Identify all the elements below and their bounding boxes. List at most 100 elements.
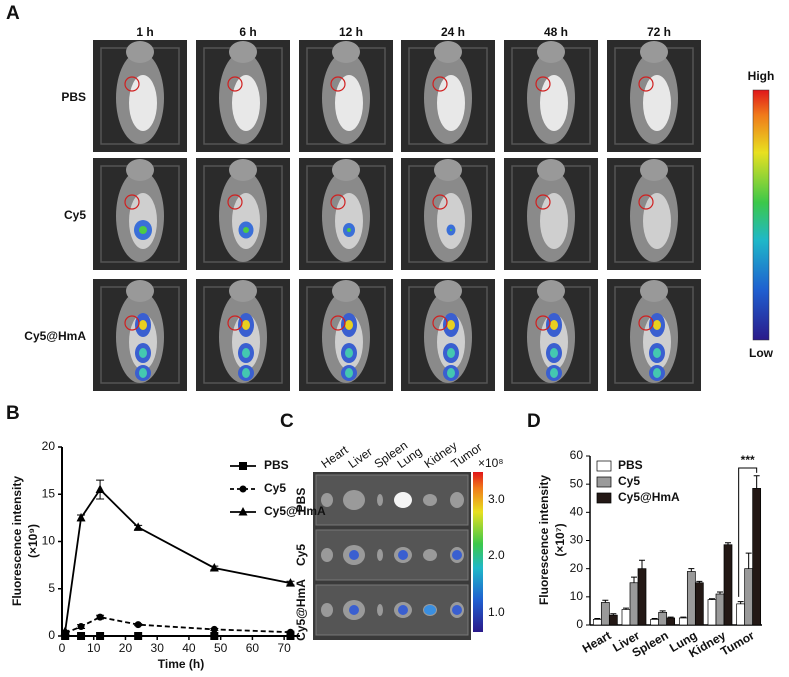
bar [744,568,754,626]
x-tick-label: 40 [182,641,196,655]
signal [398,605,408,615]
mouse-image [93,40,187,152]
mouse-image [607,40,701,152]
legend-label: Cy5 [618,474,640,488]
mouse-head [434,280,462,302]
tumor-mark [432,194,448,210]
organ-header: Liver [346,445,375,471]
mouse-head [126,159,154,181]
signal [424,605,436,615]
mouse-image [196,279,290,391]
signal [398,550,408,560]
row-label: Cy5@HmA [294,579,308,641]
organ [321,548,333,562]
mouse-head [640,159,668,181]
bar [752,488,762,626]
signal [139,320,147,330]
error-bar [639,559,645,569]
signal [452,550,462,560]
mouse-head [332,41,360,63]
panel-label: B [6,403,20,424]
legend-label: Cy5@HmA [264,504,326,518]
bar [715,593,725,626]
x-tick-label: 30 [151,641,165,655]
error-bar [753,475,760,489]
mouse-head [126,280,154,302]
mouse-belly [540,193,568,249]
bar [736,603,746,626]
legend-label: Cy5@HmA [618,490,680,504]
series-line [64,616,291,634]
signal [447,368,455,378]
mouse-head [229,41,257,63]
mouse-image [93,279,187,391]
tumor-mark [124,194,140,210]
bar [600,602,610,626]
organ [343,490,365,510]
y-tick-label: 20 [42,439,56,453]
legend-swatch [596,492,612,504]
mouse-head [434,159,462,181]
error-bar [737,601,744,604]
bar [658,611,668,626]
colorbar [752,89,770,341]
organ [377,604,383,616]
tumor-mark [432,315,448,331]
mouse-image [196,158,290,270]
panel-label: D [527,411,541,432]
mouse-belly [335,75,363,131]
bar [650,619,660,626]
mouse-head [640,280,668,302]
y-tick-label: 20 [570,561,584,575]
marker [286,628,294,636]
column-header: 24 h [441,25,465,39]
bar [694,582,704,626]
y-tick-label: 50 [570,476,584,490]
tumor-mark [330,194,346,210]
marker [96,632,105,640]
tumor-mark [638,315,654,331]
column-header: 1 h [136,25,153,39]
legend-marker [239,485,247,493]
significance-bracket [738,467,758,597]
signal [242,348,250,358]
colorbar-low: Low [749,346,774,360]
y-tick-label: 0 [576,617,583,631]
signal [447,320,455,330]
organ [450,492,464,508]
organ [321,603,333,617]
panel-label: A [6,3,20,24]
tumor-mark [638,76,654,92]
mouse-head [229,159,257,181]
bar [666,617,676,626]
column-header: 12 h [339,25,363,39]
mouse-belly [437,193,465,249]
legend-swatch [596,476,612,488]
mouse-image [401,40,495,152]
mouse-belly [540,75,568,131]
colorbar-unit: ×10⁸ [478,456,503,470]
mouse-image [401,279,495,391]
tumor-mark [124,315,140,331]
mouse-head [537,41,565,63]
colorbar-tick: 1.0 [488,605,505,619]
x-tick-label: 60 [246,641,260,655]
signal [550,320,558,330]
y-axis-unit: (×10⁷) [553,523,567,556]
marker [285,578,295,587]
marker [286,632,295,640]
marker [96,613,104,621]
organ-tray [315,529,469,581]
y-tick-label: 60 [570,448,584,462]
marker [76,512,86,522]
colorbar-high: High [748,69,775,83]
mouse-image [607,158,701,270]
signal [450,229,452,231]
tumor-mark [535,194,551,210]
marker [134,632,143,640]
tumor-mark [227,76,243,92]
marker [77,632,86,640]
tumor-mark [535,76,551,92]
y-axis-unit: (×10⁹) [26,524,40,558]
tumor-mark [330,315,346,331]
